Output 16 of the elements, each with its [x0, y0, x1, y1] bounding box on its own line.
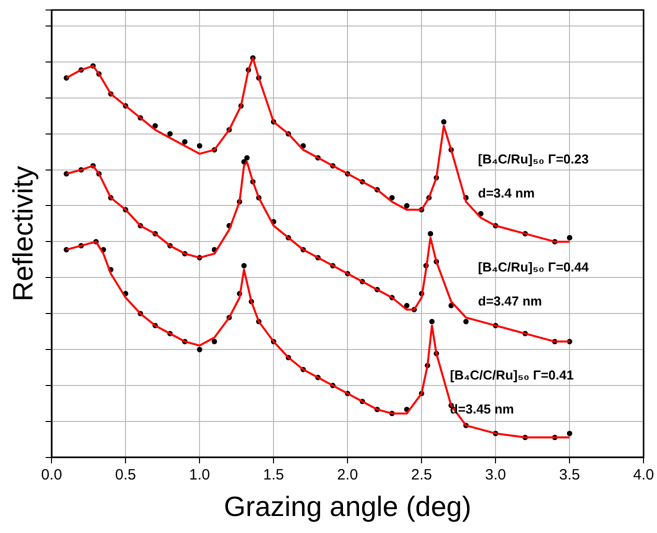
x-tick-label: 2.0: [337, 466, 358, 484]
x-tick-label: 3.5: [559, 466, 580, 484]
x-tick-label: 1.0: [189, 466, 210, 484]
annotation: [B₄C/Ru]₅₀ Γ=0.23: [478, 152, 589, 167]
x-tick-label: 3.0: [485, 466, 506, 484]
y-axis-title: Reflectivity: [8, 166, 39, 302]
x-tick-label: 0.0: [41, 466, 62, 484]
x-tick-label: 1.5: [263, 466, 284, 484]
annotation: d=3.47 nm: [478, 294, 542, 309]
x-tick-label: 4.0: [633, 466, 654, 484]
x-tick-label: 2.5: [411, 466, 432, 484]
annotation: [B₄C/Ru]₅₀ Γ=0.44: [478, 260, 590, 275]
x-tick-label: 0.5: [115, 466, 136, 484]
annotation: [B₄C/C/Ru]₅₀ Γ=0.41: [450, 368, 574, 383]
annotation: d=3.4 nm: [478, 186, 535, 201]
x-axis-title: Grazing angle (deg): [224, 490, 472, 522]
